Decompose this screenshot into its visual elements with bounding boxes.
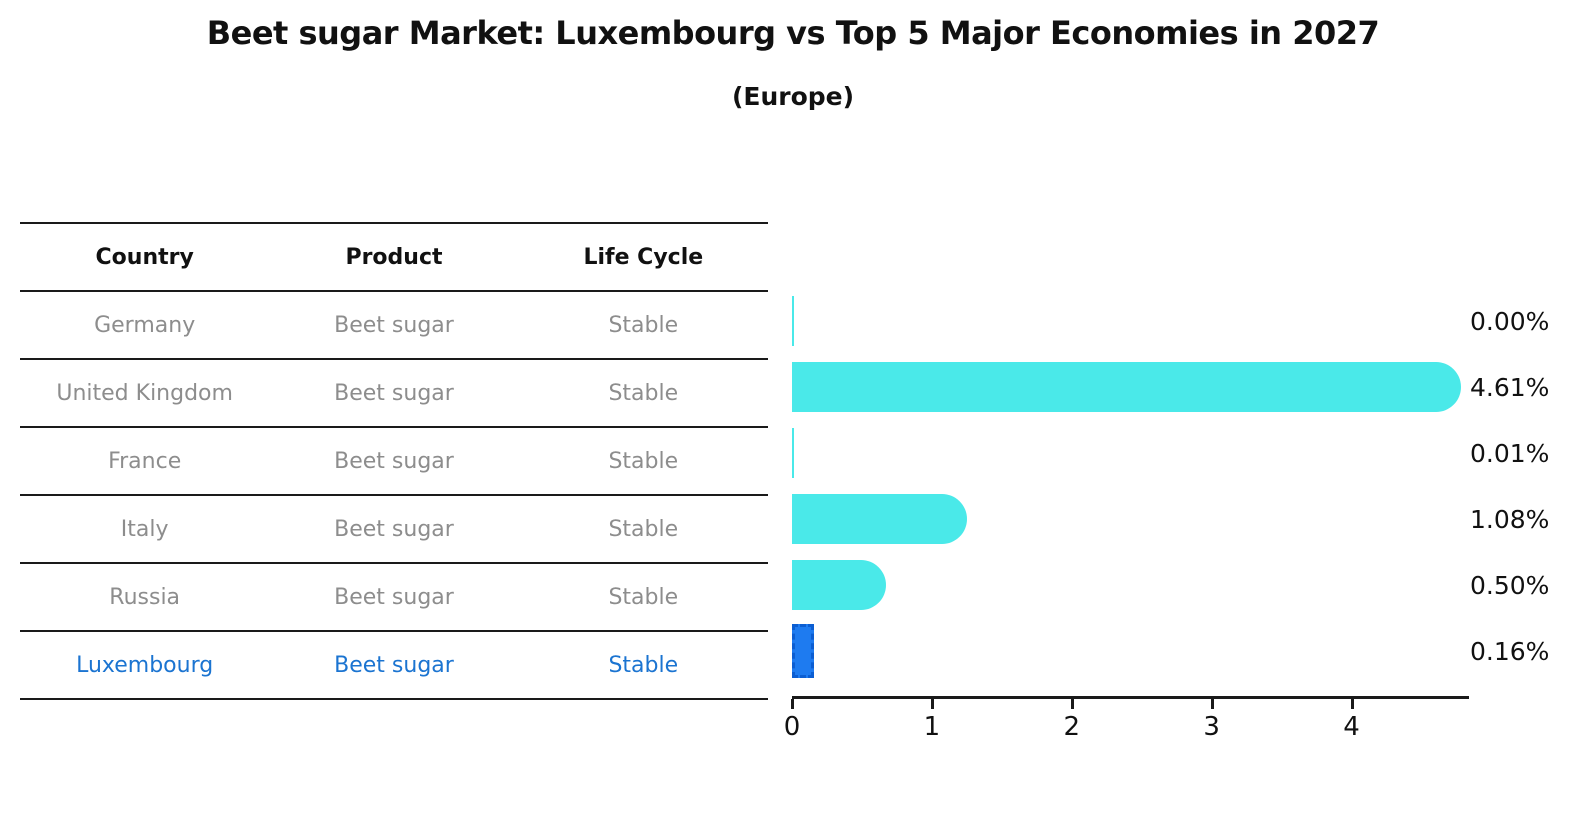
cell-life-cycle: Stable	[608, 584, 679, 610]
cell-country: Italy	[120, 516, 169, 542]
cell-product: Beet sugar	[334, 312, 454, 338]
cell-life-cycle: Stable	[608, 652, 679, 678]
cell-country: United Kingdom	[56, 380, 233, 406]
bar-italy	[792, 494, 968, 544]
bar-russia	[792, 560, 886, 610]
cell-country: Germany	[94, 312, 196, 338]
cell-country: Luxembourg	[76, 652, 214, 678]
bar-luxembourg	[792, 624, 815, 678]
table-row: Italy Beet sugar Stable	[20, 494, 768, 562]
x-tick-mark	[930, 699, 934, 709]
chart-title: Beet sugar Market: Luxembourg vs Top 5 M…	[206, 14, 1380, 52]
value-label: 0.16%	[1470, 637, 1550, 666]
chart-subtitle: (Europe)	[731, 82, 855, 111]
cell-life-cycle: Stable	[608, 380, 679, 406]
cell-life-cycle: Stable	[608, 448, 679, 474]
table-row: France Beet sugar Stable	[20, 426, 768, 494]
x-axis-line	[792, 696, 1469, 699]
cell-life-cycle: Stable	[608, 312, 679, 338]
table-header-row: Country Product Life Cycle	[20, 222, 768, 290]
country-table: Country Product Life Cycle Germany Beet …	[20, 222, 768, 700]
cell-country: Russia	[109, 584, 181, 610]
x-tick-label: 1	[923, 712, 941, 742]
col-header-product: Product	[345, 244, 443, 270]
x-tick-mark	[1070, 699, 1074, 709]
table-row: United Kingdom Beet sugar Stable	[20, 358, 768, 426]
x-tick-mark	[791, 699, 794, 709]
cell-life-cycle: Stable	[608, 516, 679, 542]
x-tick-label: 3	[1203, 712, 1220, 742]
x-tick-mark	[1210, 699, 1214, 709]
table-row: Russia Beet sugar Stable	[20, 562, 768, 630]
value-label: 0.50%	[1470, 571, 1550, 600]
cell-product: Beet sugar	[334, 584, 454, 610]
x-tick-label: 0	[783, 712, 801, 742]
x-tick-label: 4	[1343, 712, 1360, 742]
cell-product: Beet sugar	[334, 380, 454, 406]
x-tick-label: 2	[1063, 712, 1081, 742]
col-header-country: Country	[95, 244, 194, 270]
cell-product: Beet sugar	[334, 448, 454, 474]
cell-country: France	[108, 448, 182, 474]
table-row-luxembourg: Luxembourg Beet sugar Stable	[20, 630, 768, 700]
bar-france	[792, 428, 794, 478]
bar-united-kingdom	[792, 362, 1461, 412]
value-label: 1.08%	[1470, 505, 1550, 534]
value-label: 4.61%	[1470, 373, 1550, 402]
x-tick-mark	[1350, 699, 1354, 709]
cell-product: Beet sugar	[334, 516, 454, 542]
value-label: 0.01%	[1470, 439, 1550, 468]
col-header-life-cycle: Life Cycle	[583, 244, 704, 270]
value-label: 0.00%	[1470, 307, 1550, 336]
table-row: Germany Beet sugar Stable	[20, 290, 768, 358]
cell-product: Beet sugar	[334, 652, 454, 678]
bar-germany	[792, 296, 794, 346]
